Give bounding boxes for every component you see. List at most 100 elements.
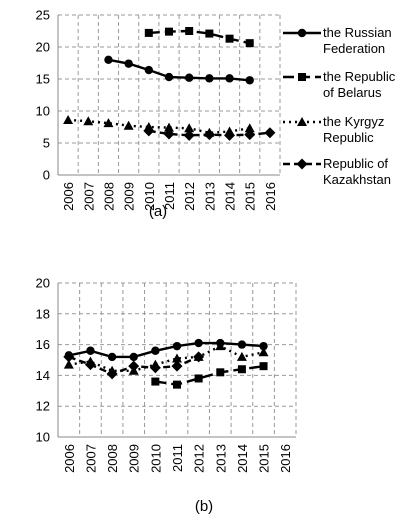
- chart-caption: (b): [195, 498, 213, 515]
- y-tick-label: 25: [36, 8, 50, 23]
- data-point: [83, 116, 94, 126]
- data-point: [144, 28, 153, 37]
- data-point: [244, 123, 255, 133]
- x-tick-label: 2006: [61, 182, 76, 211]
- data-point: [149, 362, 161, 374]
- y-tick-label: 0: [43, 168, 50, 183]
- series-line: [68, 341, 264, 359]
- series-4: [63, 351, 205, 380]
- data-point: [184, 73, 194, 82]
- x-tick-label: 2010: [142, 182, 157, 211]
- data-point: [165, 27, 173, 36]
- series-1: [104, 55, 254, 85]
- x-tick-label: 2014: [223, 182, 238, 211]
- data-point: [172, 341, 182, 351]
- legend-label: Kazakhstan: [323, 172, 391, 187]
- data-point: [171, 360, 183, 372]
- data-point: [143, 125, 155, 137]
- legend-label: the Kyrgyz: [323, 114, 384, 129]
- data-point: [86, 346, 95, 355]
- data-point: [129, 352, 138, 362]
- data-point: [63, 351, 75, 363]
- legend-label: the Republic: [323, 69, 396, 84]
- data-point: [63, 359, 74, 369]
- x-tick-label: 2011: [162, 182, 177, 210]
- legend-label: Republic: [323, 130, 374, 145]
- data-point: [104, 55, 113, 64]
- data-point: [264, 127, 276, 139]
- x-tick-label: 2007: [81, 182, 96, 211]
- x-tick-label: 2010: [148, 444, 163, 473]
- y-tick-label: 16: [36, 337, 50, 352]
- data-point: [225, 74, 234, 83]
- x-tick-label: 2016: [278, 444, 293, 473]
- y-tick-label: 10: [36, 430, 50, 445]
- x-tick-label: 2013: [213, 444, 228, 473]
- y-tick-label: 14: [36, 368, 50, 383]
- data-point: [128, 360, 140, 372]
- chart-b: 10 12 14 16 18 20 2006 2007 2008 2009 2010 2011 2012…: [36, 276, 297, 515]
- data-point: [194, 338, 203, 348]
- x-tick-label: 2015: [257, 444, 272, 473]
- chart-a: 0 5 10 15 20 25 2006 2007 2008 2009 2010 2011 2012 20…: [36, 8, 396, 221]
- data-point: [151, 377, 160, 386]
- legend-marker: [297, 28, 307, 38]
- data-point: [103, 118, 114, 128]
- y-tick-label: 20: [36, 40, 50, 55]
- y-tick-label: 10: [36, 104, 50, 119]
- series-line: [68, 118, 250, 135]
- data-point: [173, 380, 181, 389]
- data-point: [123, 120, 134, 130]
- data-point: [193, 351, 205, 363]
- data-point: [259, 341, 268, 351]
- data-point: [107, 352, 117, 362]
- legend-marker: [297, 117, 307, 126]
- data-point: [203, 129, 215, 141]
- data-point: [185, 27, 194, 35]
- data-point: [244, 129, 256, 141]
- x-tick-label: 2007: [83, 444, 98, 473]
- data-point: [205, 74, 214, 83]
- legend-label: Republic of: [323, 156, 388, 171]
- data-point: [144, 65, 154, 75]
- x-tick-label: 2009: [122, 182, 137, 211]
- y-tick-label: 5: [43, 136, 50, 151]
- data-point: [183, 129, 195, 141]
- x-tick-label: 2008: [105, 444, 120, 473]
- legend-marker: [298, 73, 306, 81]
- y-tick-label: 18: [36, 306, 50, 321]
- x-tick-label: 2015: [243, 182, 258, 211]
- data-point: [63, 114, 74, 124]
- data-point: [215, 341, 226, 351]
- x-tick-label: 2009: [127, 444, 142, 473]
- y-tick-label: 15: [36, 72, 50, 87]
- legend-label: of Belarus: [323, 85, 382, 100]
- x-tick-label: 2012: [192, 444, 207, 473]
- data-point: [225, 34, 234, 43]
- x-tick-label: 2014: [235, 444, 250, 473]
- legend-label: the Russian: [323, 25, 392, 40]
- data-point: [205, 29, 214, 38]
- data-point: [106, 368, 118, 380]
- data-point: [224, 129, 236, 141]
- data-point: [236, 351, 247, 361]
- y-tick-label: 20: [36, 276, 50, 291]
- data-point: [124, 59, 133, 68]
- data-point: [216, 368, 225, 377]
- data-point: [163, 128, 175, 140]
- data-point: [245, 76, 254, 85]
- data-point: [194, 374, 203, 383]
- legend-marker: [296, 158, 308, 170]
- data-point: [259, 362, 268, 371]
- data-point: [164, 72, 174, 82]
- y-tick-label: 12: [36, 399, 50, 414]
- series-2: [151, 362, 268, 389]
- x-tick-label: 2006: [62, 444, 77, 473]
- series-2: [144, 27, 254, 48]
- data-point: [237, 340, 247, 349]
- data-point: [164, 122, 174, 132]
- data-point: [184, 123, 195, 133]
